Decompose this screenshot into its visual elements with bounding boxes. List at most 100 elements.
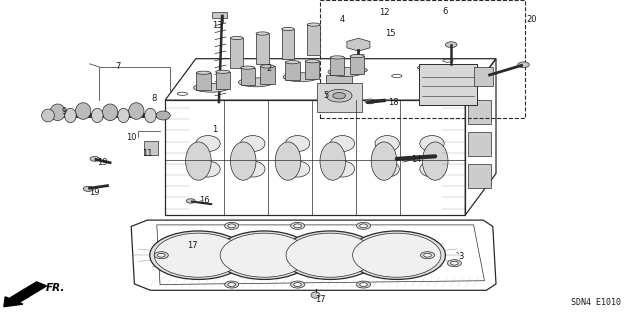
Bar <box>326 75 352 83</box>
Bar <box>196 73 211 90</box>
Ellipse shape <box>356 281 371 288</box>
Ellipse shape <box>451 261 458 265</box>
Text: 3: 3 <box>458 252 463 261</box>
Ellipse shape <box>326 89 352 102</box>
Text: 12: 12 <box>379 8 389 17</box>
Text: 6: 6 <box>442 7 447 16</box>
FancyArrow shape <box>4 282 47 307</box>
Ellipse shape <box>220 233 308 277</box>
Text: FR.: FR. <box>46 283 65 293</box>
Ellipse shape <box>320 142 346 180</box>
Bar <box>468 132 491 156</box>
Ellipse shape <box>102 104 118 121</box>
Ellipse shape <box>447 260 461 267</box>
Ellipse shape <box>225 222 239 229</box>
Text: 7: 7 <box>116 63 121 71</box>
Ellipse shape <box>285 61 300 64</box>
Ellipse shape <box>285 161 310 177</box>
Text: 14: 14 <box>411 155 421 164</box>
Bar <box>256 33 269 64</box>
Ellipse shape <box>65 108 76 123</box>
Bar <box>468 100 491 124</box>
Bar <box>212 12 227 18</box>
Ellipse shape <box>286 233 374 277</box>
Ellipse shape <box>216 231 313 279</box>
Ellipse shape <box>225 281 239 288</box>
Ellipse shape <box>275 142 301 180</box>
Ellipse shape <box>76 103 91 119</box>
Text: 19: 19 <box>97 158 108 167</box>
Ellipse shape <box>186 199 195 203</box>
Ellipse shape <box>283 73 319 82</box>
Ellipse shape <box>360 283 367 286</box>
Text: 5: 5 <box>324 91 329 100</box>
Ellipse shape <box>420 252 435 259</box>
Bar <box>282 29 294 59</box>
Bar <box>260 66 275 84</box>
Text: SDN4 E1010: SDN4 E1010 <box>571 298 621 307</box>
Ellipse shape <box>445 42 457 48</box>
Ellipse shape <box>241 161 265 177</box>
Bar <box>241 68 255 85</box>
Text: 11: 11 <box>142 149 152 158</box>
Ellipse shape <box>518 62 529 68</box>
Ellipse shape <box>375 136 399 152</box>
Ellipse shape <box>196 71 211 74</box>
Text: 9: 9 <box>61 107 67 116</box>
Text: 18: 18 <box>388 98 399 107</box>
Text: 17: 17 <box>187 241 197 250</box>
Ellipse shape <box>83 186 93 191</box>
Ellipse shape <box>196 136 220 152</box>
Bar <box>419 64 477 105</box>
Ellipse shape <box>294 224 301 228</box>
Bar <box>468 164 491 188</box>
Ellipse shape <box>239 78 274 87</box>
Ellipse shape <box>330 161 355 177</box>
Bar <box>317 83 362 112</box>
Ellipse shape <box>216 70 230 73</box>
Ellipse shape <box>353 233 441 277</box>
Text: 13: 13 <box>212 21 223 30</box>
Ellipse shape <box>431 153 442 159</box>
Ellipse shape <box>356 222 371 229</box>
Ellipse shape <box>230 36 243 40</box>
Ellipse shape <box>305 60 319 63</box>
Bar <box>330 57 344 75</box>
Ellipse shape <box>330 136 355 152</box>
Ellipse shape <box>328 68 364 77</box>
Ellipse shape <box>291 222 305 229</box>
Ellipse shape <box>422 142 448 180</box>
Ellipse shape <box>420 161 444 177</box>
Ellipse shape <box>186 142 211 180</box>
Ellipse shape <box>118 108 129 123</box>
Ellipse shape <box>194 83 229 92</box>
Text: 15: 15 <box>385 29 396 38</box>
Ellipse shape <box>375 161 399 177</box>
Bar <box>230 38 243 68</box>
Ellipse shape <box>350 55 364 58</box>
Ellipse shape <box>311 292 320 298</box>
Bar <box>350 56 364 74</box>
Bar <box>216 72 230 89</box>
Ellipse shape <box>420 136 444 152</box>
Ellipse shape <box>294 283 301 286</box>
Ellipse shape <box>349 68 367 73</box>
Ellipse shape <box>241 66 255 69</box>
Ellipse shape <box>42 109 54 122</box>
Ellipse shape <box>157 253 165 257</box>
Ellipse shape <box>228 224 236 228</box>
Ellipse shape <box>348 231 445 279</box>
Ellipse shape <box>307 23 320 26</box>
Ellipse shape <box>333 93 346 99</box>
Text: 19: 19 <box>90 189 100 197</box>
Ellipse shape <box>90 156 100 161</box>
Ellipse shape <box>365 99 375 104</box>
Bar <box>474 67 493 86</box>
Bar <box>285 62 300 80</box>
Ellipse shape <box>424 253 431 257</box>
Ellipse shape <box>156 111 170 120</box>
Ellipse shape <box>256 32 269 35</box>
Ellipse shape <box>371 142 397 180</box>
Ellipse shape <box>129 103 144 119</box>
Bar <box>307 25 320 55</box>
